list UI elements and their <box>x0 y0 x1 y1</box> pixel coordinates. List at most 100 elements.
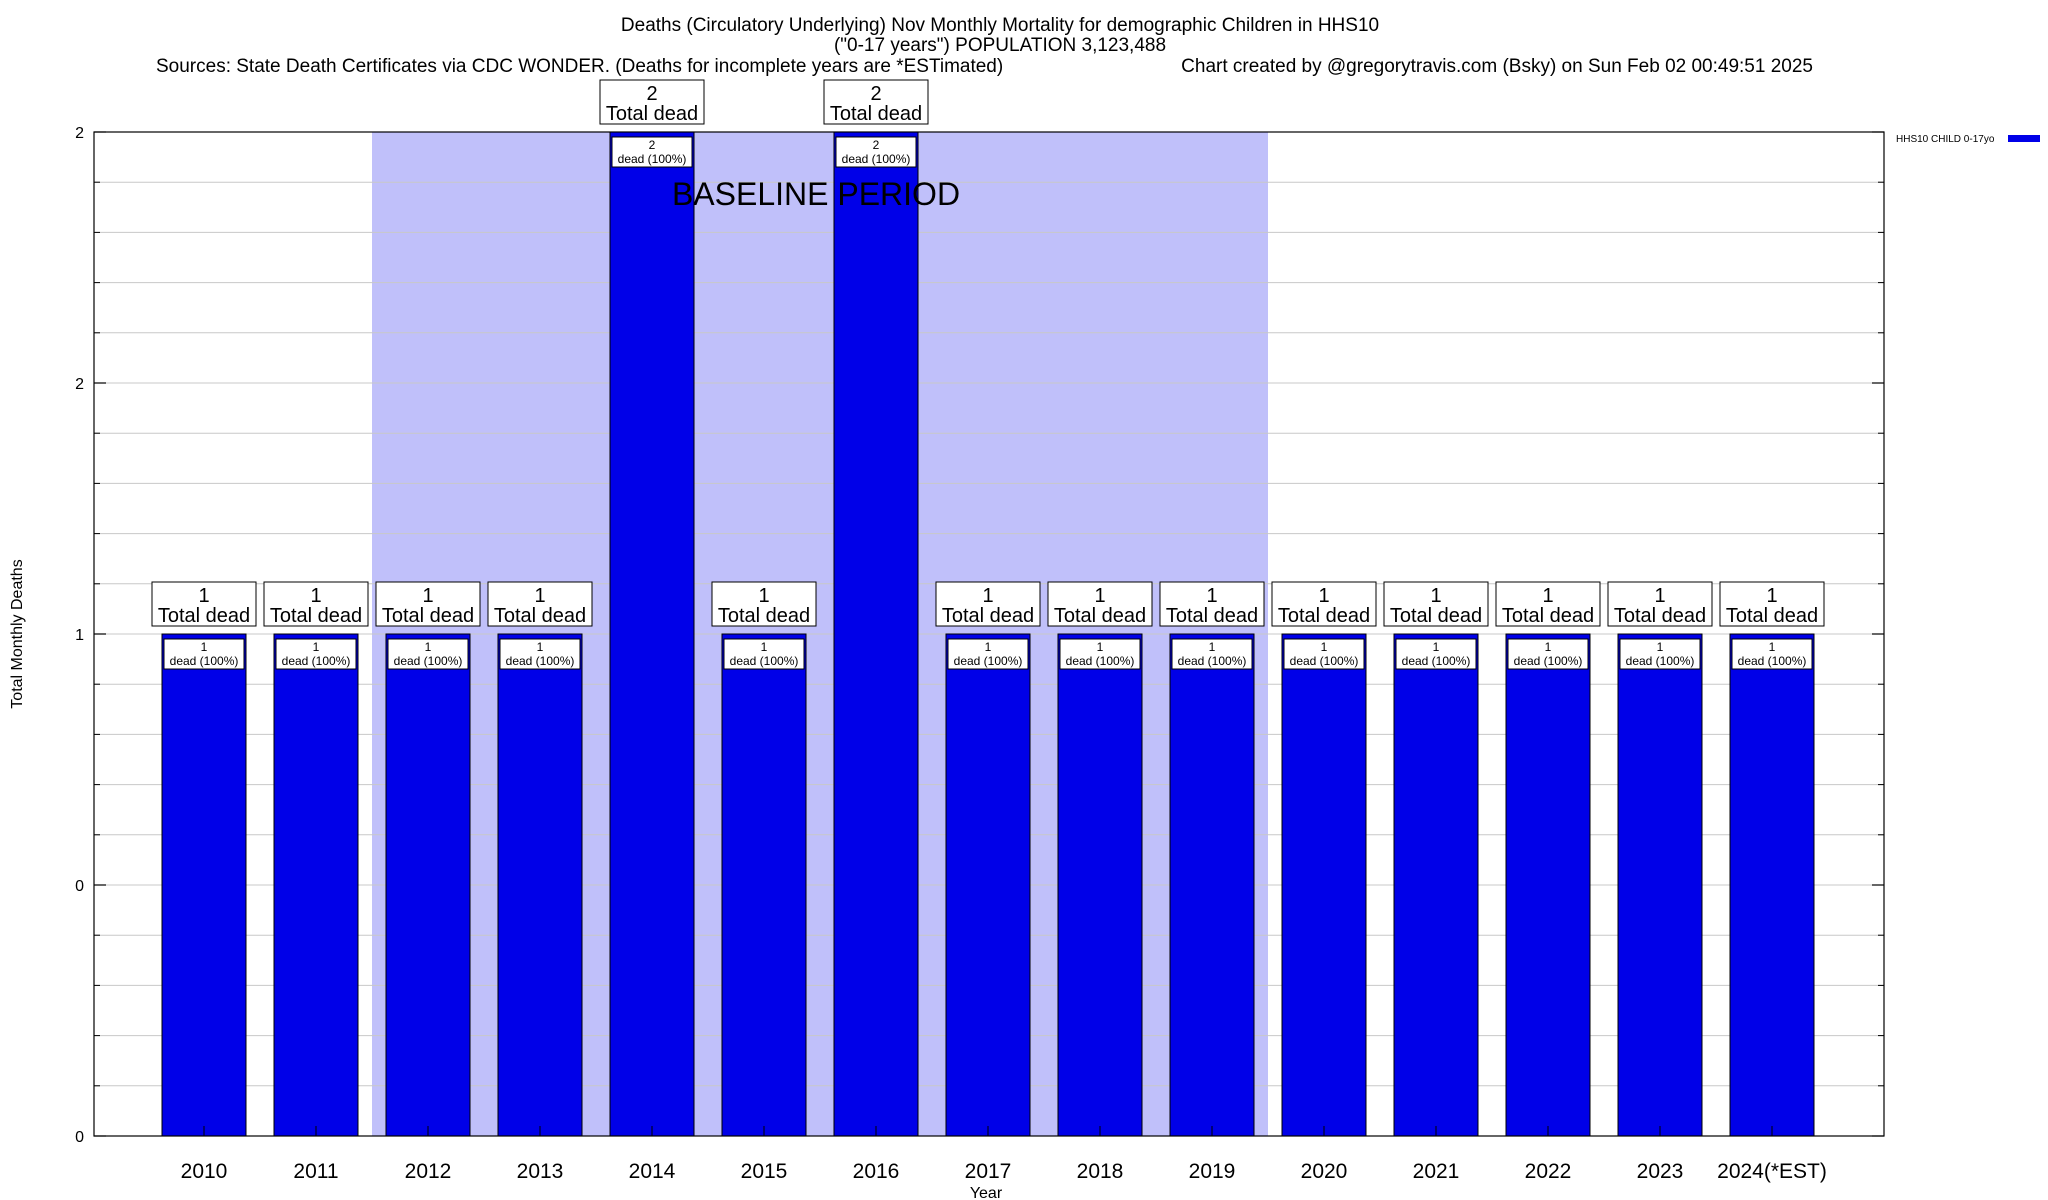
bar <box>385 633 471 1137</box>
inner-label-count: 1 <box>1321 640 1328 654</box>
x-tick-label: 2024(*EST) <box>1717 1160 1827 1183</box>
total-label-count: 1 <box>982 585 993 607</box>
inner-label-count: 2 <box>649 138 656 152</box>
bar <box>1505 633 1591 1137</box>
source-text: Sources: State Death Certificates via CD… <box>156 56 1003 77</box>
bar <box>1729 633 1815 1137</box>
total-label-count: 2 <box>646 83 657 105</box>
inner-label-text: dead (100%) <box>1402 654 1471 668</box>
inner-label-count: 2 <box>873 138 880 152</box>
inner-label-box <box>1619 638 1701 670</box>
x-tick-label: 2018 <box>1077 1160 1124 1183</box>
y-axis-label: Total Monthly Deaths <box>9 559 26 708</box>
total-label-box <box>1383 581 1489 627</box>
inner-label-box <box>947 638 1029 670</box>
inner-label-text: dead (100%) <box>1290 654 1359 668</box>
total-label-count: 1 <box>758 585 769 607</box>
total-label-text: Total dead <box>830 103 922 125</box>
inner-label-count: 1 <box>1433 640 1440 654</box>
total-label-text: Total dead <box>494 605 586 627</box>
total-label-count: 1 <box>1542 585 1553 607</box>
x-tick-label: 2023 <box>1637 1160 1684 1183</box>
total-label-count: 1 <box>1430 585 1441 607</box>
total-label-text: Total dead <box>1054 605 1146 627</box>
total-label-box <box>151 581 257 627</box>
baseline-label: BASELINE PERIOD <box>672 176 960 212</box>
y-tick-label: 2 <box>75 376 84 393</box>
inner-label-text: dead (100%) <box>1066 654 1135 668</box>
bar <box>833 131 919 1137</box>
inner-label-box <box>275 638 357 670</box>
total-label-text: Total dead <box>382 605 474 627</box>
inner-label-box <box>835 136 917 168</box>
x-tick-label: 2012 <box>405 1160 452 1183</box>
total-label-count: 1 <box>534 585 545 607</box>
total-label-text: Total dead <box>1614 605 1706 627</box>
inner-label-box <box>611 136 693 168</box>
total-label-text: Total dead <box>718 605 810 627</box>
inner-label-count: 1 <box>1545 640 1552 654</box>
inner-label-text: dead (100%) <box>1738 654 1807 668</box>
inner-label-text: dead (100%) <box>394 654 463 668</box>
total-label-box <box>1495 581 1601 627</box>
inner-label-text: dead (100%) <box>1178 654 1247 668</box>
total-label-text: Total dead <box>158 605 250 627</box>
total-label-box <box>599 79 705 125</box>
inner-label-text: dead (100%) <box>618 152 687 166</box>
inner-label-text: dead (100%) <box>1514 654 1583 668</box>
total-label-box <box>1159 581 1265 627</box>
title-line-2: ("0-17 years") POPULATION 3,123,488 <box>834 35 1166 56</box>
total-label-count: 1 <box>1094 585 1105 607</box>
total-label-count: 1 <box>310 585 321 607</box>
inner-label-text: dead (100%) <box>954 654 1023 668</box>
inner-label-count: 1 <box>1209 640 1216 654</box>
total-label-box <box>1271 581 1377 627</box>
x-axis-ticks: 2010 2011 2012 2013 2014 2015 2016 2017 2018 2019… <box>181 1126 1827 1183</box>
y-tick-label: 1 <box>75 627 84 644</box>
bar <box>497 633 583 1137</box>
inner-label-count: 1 <box>537 640 544 654</box>
total-label-count: 1 <box>1206 585 1217 607</box>
inner-label-text: dead (100%) <box>506 654 575 668</box>
x-tick-label: 2021 <box>1413 1160 1460 1183</box>
bar <box>161 633 247 1137</box>
total-label-box <box>1719 581 1825 627</box>
bar <box>1057 633 1143 1137</box>
chart-title: Deaths (Circulatory Underlying) Nov Mont… <box>156 15 1813 77</box>
total-label-box <box>711 581 817 627</box>
inner-label-box <box>1507 638 1589 670</box>
inner-label-box <box>499 638 581 670</box>
inner-label-text: dead (100%) <box>1626 654 1695 668</box>
x-tick-label: 2014 <box>629 1160 676 1183</box>
bars <box>161 131 1815 1137</box>
inner-label-count: 1 <box>313 640 320 654</box>
bar <box>1393 633 1479 1137</box>
y-axis-ticks: 0 0 1 2 2 <box>75 125 1884 1146</box>
x-tick-label: 2013 <box>517 1160 564 1183</box>
total-label-text: Total dead <box>1502 605 1594 627</box>
inner-label-box <box>1283 638 1365 670</box>
total-label-count: 1 <box>1766 585 1777 607</box>
inner-label-count: 1 <box>985 640 992 654</box>
y-tick-label: 2 <box>75 125 84 142</box>
legend: HHS10 CHILD 0-17yo <box>1896 134 2040 145</box>
inner-label-count: 1 <box>425 640 432 654</box>
